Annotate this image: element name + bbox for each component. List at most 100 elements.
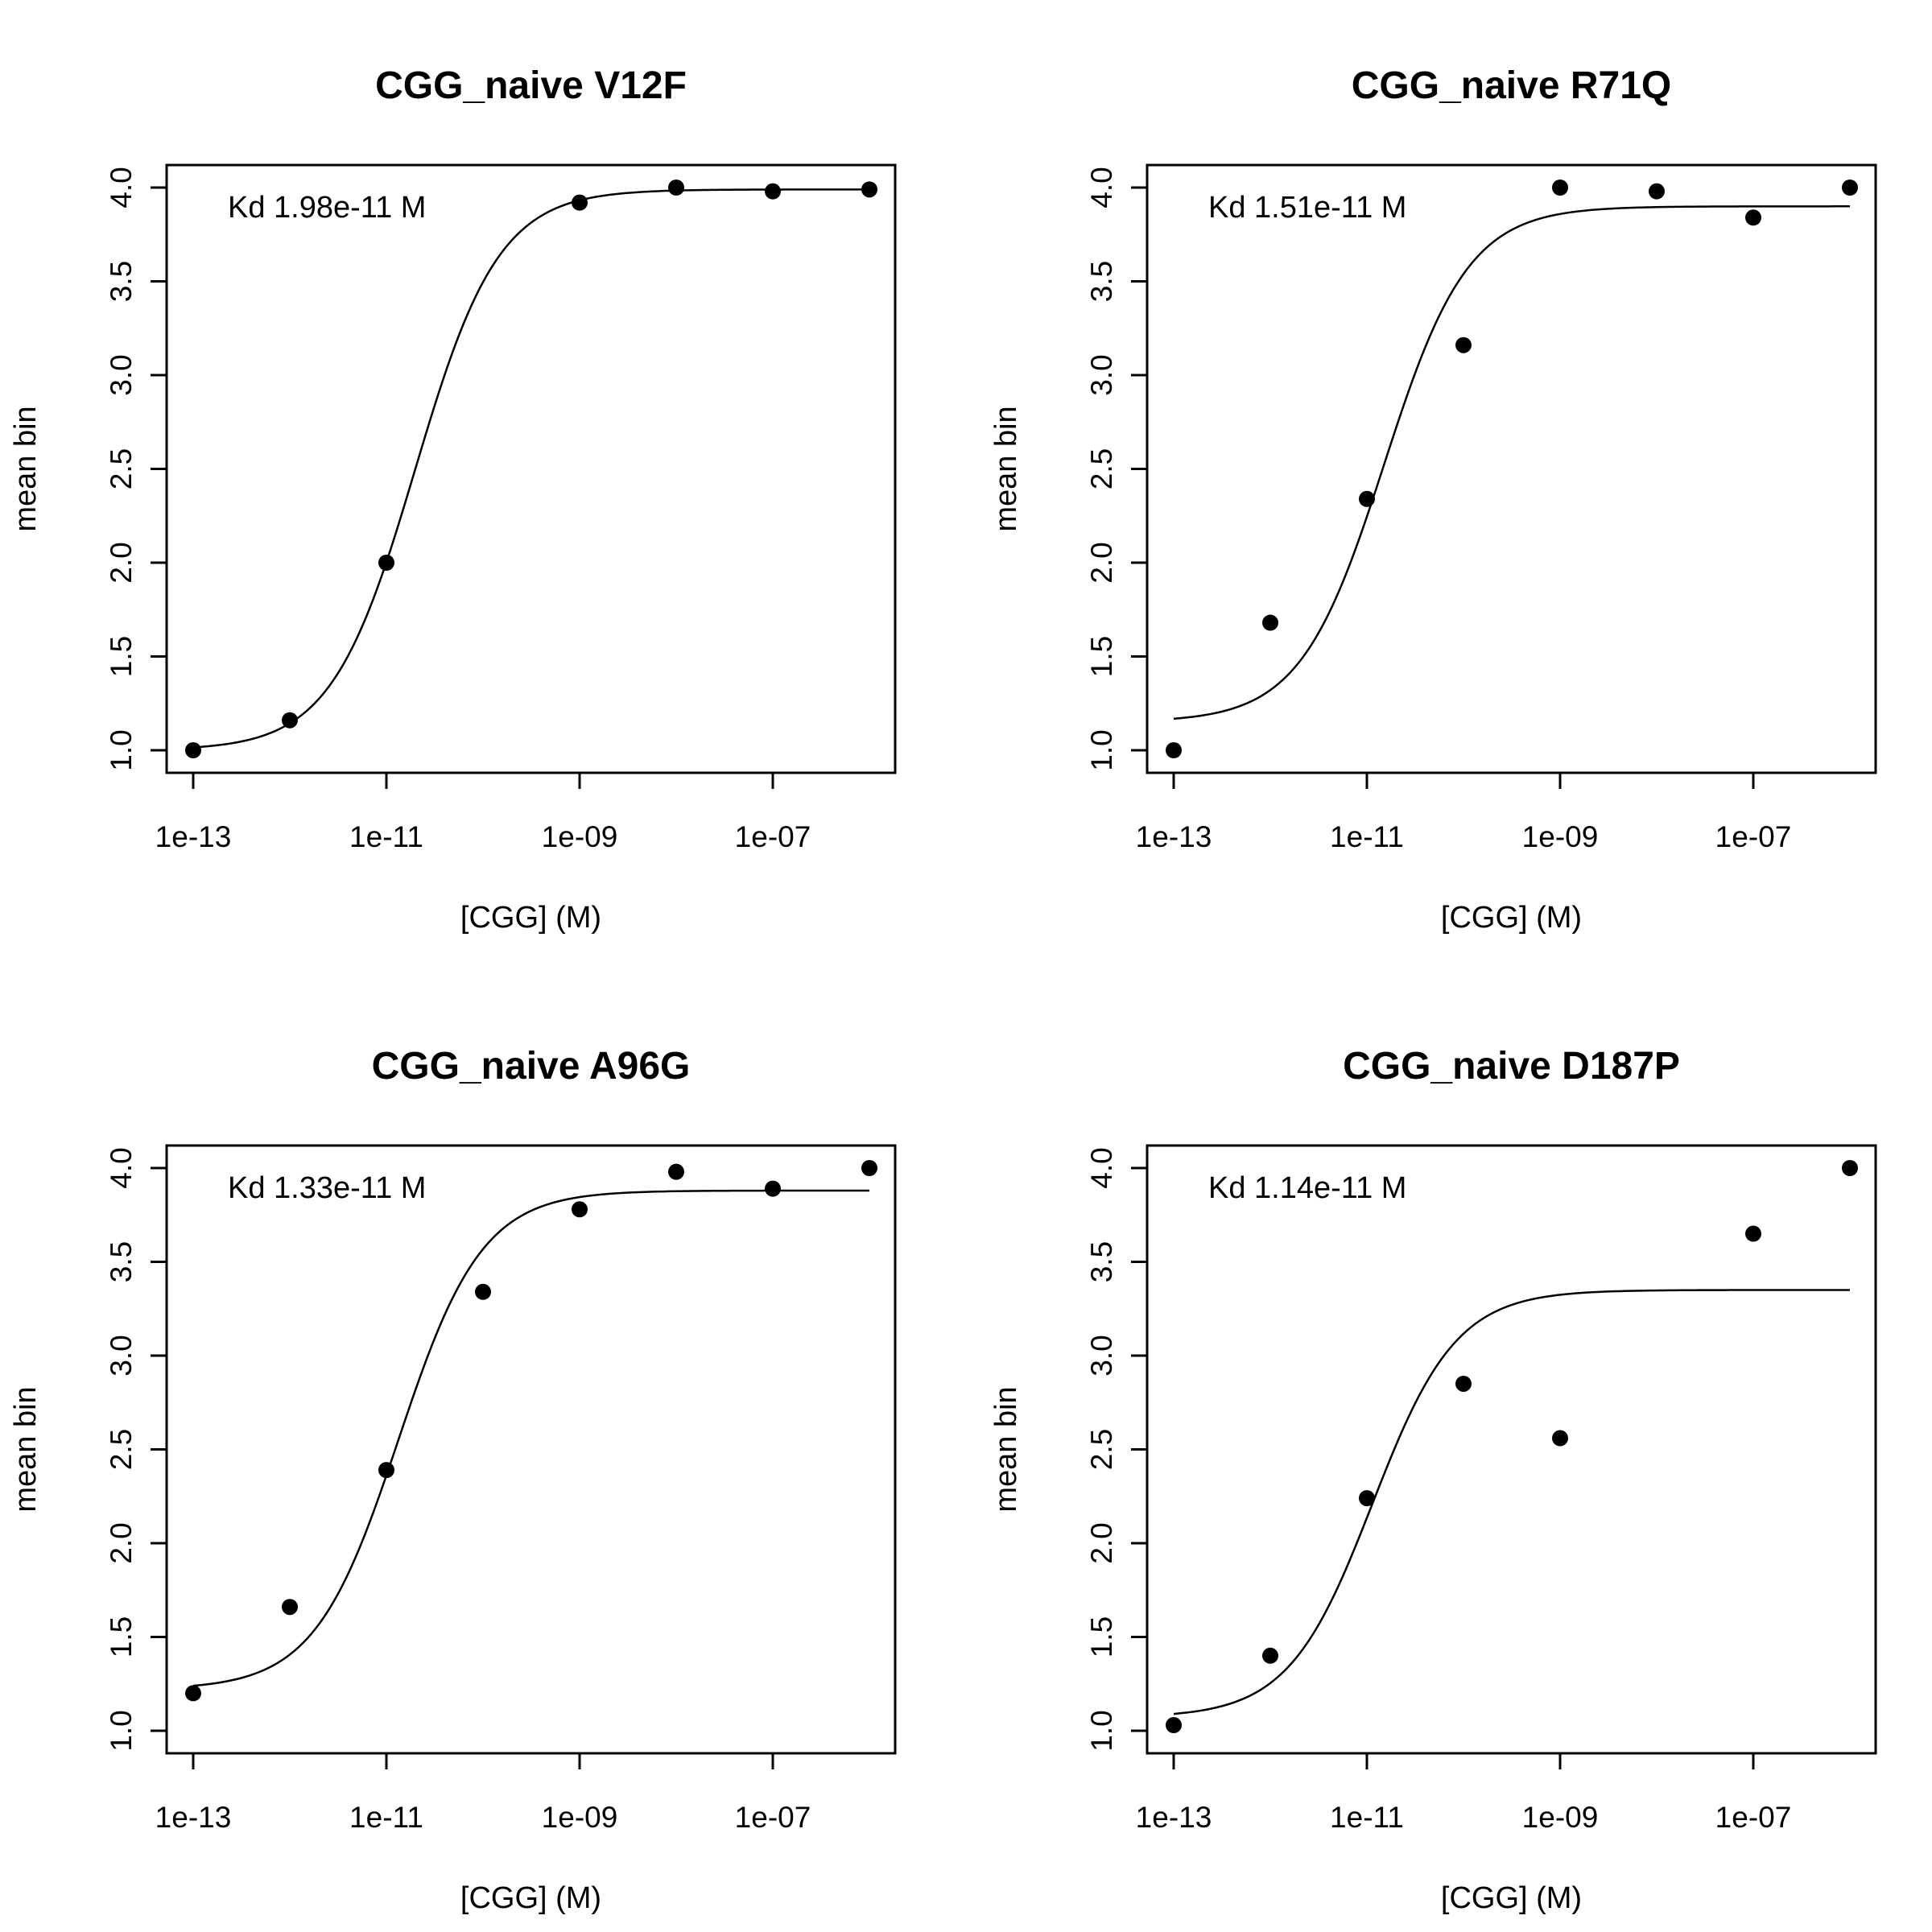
data-point	[1166, 1717, 1182, 1734]
data-point	[572, 194, 588, 211]
y-tick-label: 1.0	[105, 729, 138, 770]
x-axis-label: [CGG] (M)	[460, 1881, 601, 1915]
x-axis: 1e-13 1e-11 1e-09 1e-07	[155, 1752, 811, 1834]
y-axis-label: mean bin	[9, 406, 43, 531]
y-tick-label: 3.5	[1085, 261, 1118, 302]
y-tick-label: 3.0	[105, 354, 138, 395]
kd-annotation: Kd 1.98e-11 M	[228, 191, 426, 225]
y-tick-label: 2.5	[105, 448, 138, 489]
chart-panel-4: CGG_naive D187P 1e-13 1e-11 1e-09 1e-07 [CGG]…	[989, 1045, 1877, 1915]
data-point	[185, 742, 201, 758]
y-tick-label: 1.0	[105, 1710, 138, 1751]
data-point	[1455, 336, 1472, 353]
x-axis-label: [CGG] (M)	[1441, 1881, 1582, 1915]
y-tick-label: 3.5	[1085, 1241, 1118, 1282]
chart-panel-1: CGG_naive V12F 1e-13 1e-11 1e-09 1e-07 [CGG] …	[9, 64, 897, 935]
data-points	[185, 1160, 877, 1702]
x-tick-label: 1e-13	[1136, 820, 1212, 853]
y-tick-label: 4.0	[1085, 1147, 1118, 1188]
y-tick-label: 3.5	[105, 261, 138, 302]
x-axis: 1e-13 1e-11 1e-09 1e-07	[155, 771, 811, 853]
data-point	[765, 183, 781, 200]
data-point	[765, 1180, 781, 1197]
y-tick-label: 2.5	[1085, 1429, 1118, 1470]
x-tick-label: 1e-11	[1330, 1801, 1404, 1834]
data-point	[861, 1160, 877, 1176]
y-axis: 1.0 1.5 2.0 2.5 3.0 3.5 4.0	[105, 167, 168, 771]
fit-curve	[1173, 1289, 1850, 1715]
data-point	[668, 1163, 684, 1180]
x-tick-label: 1e-11	[349, 1801, 423, 1834]
y-axis-label: mean bin	[9, 1386, 43, 1512]
y-tick-label: 2.0	[105, 542, 138, 583]
y-tick-label: 2.0	[1085, 542, 1118, 583]
fit-curve	[192, 188, 869, 749]
fit-curve	[192, 1189, 869, 1687]
data-points	[185, 180, 877, 758]
y-tick-label: 4.0	[105, 167, 138, 208]
x-tick-label: 1e-13	[1136, 1801, 1212, 1834]
y-tick-label: 1.5	[105, 1616, 138, 1657]
data-points	[1166, 180, 1858, 758]
chart-title: CGG_naive R71Q	[1352, 64, 1672, 107]
y-tick-label: 3.5	[105, 1241, 138, 1282]
plot-frame	[165, 163, 897, 774]
data-point	[572, 1201, 588, 1218]
data-point	[1745, 209, 1761, 226]
data-points	[1166, 1160, 1858, 1734]
data-point	[1552, 1430, 1568, 1447]
data-point	[1262, 614, 1278, 631]
data-point	[1842, 1160, 1858, 1176]
data-point	[282, 1599, 298, 1616]
chart-title: CGG_naive V12F	[375, 64, 687, 107]
data-point	[378, 555, 394, 571]
x-tick-label: 1e-09	[542, 1801, 618, 1834]
x-tick-label: 1e-09	[542, 820, 618, 853]
data-point	[185, 1685, 201, 1702]
plot-frame	[1146, 163, 1877, 774]
plot-frame	[165, 1144, 897, 1755]
y-tick-label: 1.5	[1085, 1616, 1118, 1657]
y-tick-label: 4.0	[105, 1147, 138, 1188]
x-tick-label: 1e-09	[1522, 820, 1599, 853]
kd-annotation: Kd 1.33e-11 M	[228, 1171, 426, 1205]
data-point	[1649, 183, 1665, 200]
y-tick-label: 4.0	[1085, 167, 1118, 208]
y-tick-label: 3.0	[1085, 1335, 1118, 1376]
data-point	[1359, 490, 1375, 507]
data-point	[282, 712, 298, 729]
data-point	[1166, 742, 1182, 758]
data-point	[475, 1283, 491, 1300]
x-tick-label: 1e-07	[1715, 820, 1792, 853]
x-tick-label: 1e-09	[1522, 1801, 1599, 1834]
x-tick-label: 1e-11	[349, 820, 423, 853]
fit-curve	[1173, 205, 1850, 720]
kd-annotation: Kd 1.14e-11 M	[1208, 1171, 1406, 1205]
y-axis: 1.0 1.5 2.0 2.5 3.0 3.5 4.0	[1085, 167, 1149, 771]
data-point	[1262, 1647, 1278, 1664]
x-axis: 1e-13 1e-11 1e-09 1e-07	[1136, 771, 1792, 853]
plot-frame	[1146, 1144, 1877, 1755]
x-axis-label: [CGG] (M)	[460, 901, 601, 935]
x-tick-label: 1e-11	[1330, 820, 1404, 853]
y-tick-label: 1.0	[1085, 729, 1118, 770]
data-point	[1842, 180, 1858, 196]
y-tick-label: 2.5	[1085, 448, 1118, 489]
data-point	[1359, 1490, 1375, 1507]
y-tick-label: 2.5	[105, 1429, 138, 1470]
data-point	[668, 180, 684, 196]
x-axis-label: [CGG] (M)	[1441, 901, 1582, 935]
y-tick-label: 2.0	[1085, 1522, 1118, 1563]
chart-panel-2: CGG_naive R71Q 1e-13 1e-11 1e-09 1e-07 [CGG] …	[989, 64, 1877, 935]
y-tick-label: 3.0	[1085, 354, 1118, 395]
y-axis-label: mean bin	[989, 1386, 1023, 1512]
data-point	[1552, 180, 1568, 196]
y-axis: 1.0 1.5 2.0 2.5 3.0 3.5 4.0	[1085, 1147, 1149, 1752]
y-tick-label: 1.5	[1085, 636, 1118, 677]
chart-title: CGG_naive D187P	[1343, 1045, 1680, 1088]
chart-panel-3: CGG_naive A96G 1e-13 1e-11 1e-09 1e-07 [CGG] …	[9, 1045, 897, 1915]
x-tick-label: 1e-07	[1715, 1801, 1792, 1834]
data-point	[378, 1462, 394, 1479]
chart-title: CGG_naive A96G	[372, 1045, 691, 1088]
